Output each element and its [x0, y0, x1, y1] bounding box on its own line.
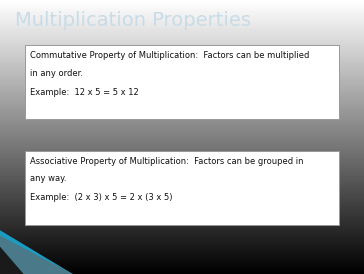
Text: Commutative Property of Multiplication:  Factors can be multiplied: Commutative Property of Multiplication: … — [30, 51, 309, 60]
Polygon shape — [0, 247, 24, 274]
Polygon shape — [0, 236, 73, 274]
FancyBboxPatch shape — [25, 151, 339, 225]
Text: Example:  (2 x 3) x 5 = 2 x (3 x 5): Example: (2 x 3) x 5 = 2 x (3 x 5) — [30, 193, 172, 202]
Text: Associative Property of Multiplication:  Factors can be grouped in: Associative Property of Multiplication: … — [30, 157, 303, 166]
FancyBboxPatch shape — [25, 45, 339, 119]
Text: any way.: any way. — [30, 175, 66, 184]
Text: in any order.: in any order. — [30, 69, 83, 78]
Polygon shape — [0, 230, 73, 274]
Text: Multiplication Properties: Multiplication Properties — [15, 11, 250, 30]
Text: Example:  12 x 5 = 5 x 12: Example: 12 x 5 = 5 x 12 — [30, 88, 139, 97]
